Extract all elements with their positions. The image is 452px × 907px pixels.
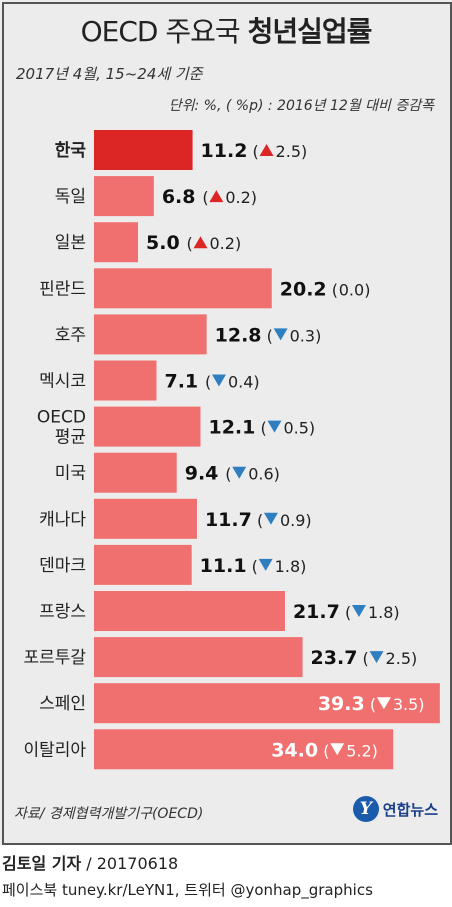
change-paren-open: ( [257, 511, 263, 530]
category-label: 스페인 [39, 694, 86, 714]
category-label: 한국 [55, 141, 87, 161]
category-label: 독일 [55, 187, 86, 207]
value-label: 7.1 [164, 371, 198, 393]
change-label: 0.2) [225, 188, 257, 207]
category-label: 호주 [55, 325, 86, 345]
value-label: 11.2 [201, 140, 248, 162]
publish-date: / 20170618 [81, 854, 179, 873]
down-arrow-icon [273, 328, 288, 341]
change-paren-open: ( [267, 326, 273, 345]
down-arrow-icon [267, 420, 282, 433]
title-light: OECD 주요국 [80, 15, 248, 48]
bar [94, 544, 192, 585]
bar [94, 729, 394, 770]
value-label: 12.1 [208, 417, 255, 439]
value-label: 12.8 [215, 324, 262, 346]
up-arrow-icon [193, 236, 208, 249]
category-label: OECD 평균 [37, 408, 86, 448]
change-paren-open: ( [345, 603, 351, 622]
bar [94, 176, 154, 217]
title-bold: 청년실업률 [247, 15, 373, 48]
change-label: 5.2) [346, 741, 378, 760]
up-arrow-icon [259, 144, 274, 156]
bar [94, 360, 157, 401]
category-label: 미국 [55, 464, 86, 484]
change-label: 1.8) [368, 603, 400, 622]
change-paren-open: ( [363, 649, 369, 668]
down-arrow-icon [232, 466, 247, 479]
category-label: 덴마크 [39, 556, 86, 576]
down-arrow-icon [369, 651, 384, 664]
yonhap-logo-text: 연합뉴스 [382, 800, 438, 819]
value-label: 20.2 [280, 278, 327, 300]
yonhap-logo: Y 연합뉴스 [352, 796, 438, 822]
bar [94, 130, 193, 170]
change-paren-open: ( [260, 419, 266, 438]
value-label: 34.0 [271, 739, 318, 761]
bar [94, 268, 272, 309]
change-label: 1.8) [275, 557, 307, 576]
down-arrow-icon [376, 697, 391, 710]
value-label: 6.8 [162, 186, 196, 208]
value-label: 9.4 [185, 463, 219, 485]
bar [94, 406, 201, 447]
category-label: 일본 [55, 233, 86, 253]
change-paren-open: ( [332, 280, 338, 299]
down-arrow-icon [330, 743, 345, 756]
change-paren-open: ( [225, 465, 231, 484]
category-label: 핀란드 [39, 279, 86, 299]
category-label: 멕시코 [39, 372, 86, 392]
bar [94, 683, 440, 724]
unit-note: 단위: %, ( %p) : 2016년 12월 대비 증감폭 [168, 98, 434, 114]
up-arrow-icon [209, 190, 224, 203]
change-label: 0.3) [290, 326, 322, 345]
category-label: 캐나다 [39, 510, 86, 530]
category-label: 이탈리아 [23, 740, 86, 760]
change-label: 0.9) [280, 511, 312, 530]
down-arrow-icon [263, 512, 278, 525]
change-paren-open: ( [187, 234, 193, 253]
bar [94, 452, 177, 493]
down-arrow-icon [211, 374, 226, 387]
bar [94, 637, 303, 678]
down-arrow-icon [351, 605, 366, 617]
chart-title: OECD 주요국 청년실업률 [0, 10, 452, 50]
change-paren-open: ( [323, 741, 329, 760]
bar [94, 591, 285, 631]
reporter-name: 김토일 기자 [2, 854, 82, 873]
value-label: 21.7 [293, 601, 340, 623]
change-label: 2.5) [386, 649, 418, 668]
bar [94, 314, 207, 355]
chart-subtitle: 2017년 4월, 15~24세 기준 [16, 65, 203, 83]
bar-chart: 한국 11.2 (2.5) 독일 6.8 (0.2) 일본 5.0 (0.2) 핀란드 20.2 (0… [23, 130, 440, 770]
down-arrow-icon [258, 558, 273, 571]
change-label: 0.4) [228, 373, 260, 392]
source-note: 자료/ 경제협력개발기구(OECD) [14, 806, 204, 822]
yonhap-logo-icon: Y [352, 796, 379, 822]
change-label: 0.5) [283, 419, 315, 438]
value-label: 39.3 [318, 693, 365, 715]
value-label: 23.7 [311, 647, 358, 669]
change-label: 0.6) [248, 465, 280, 484]
value-label: 5.0 [146, 232, 180, 254]
credit-line: 김토일 기자 / 20170618 [2, 850, 178, 874]
change-paren-open: ( [370, 695, 376, 714]
value-label: 11.1 [200, 555, 247, 577]
bar [94, 498, 197, 539]
bar [94, 222, 138, 263]
change-paren-open: ( [202, 188, 208, 207]
category-label: 프랑스 [39, 602, 86, 622]
value-label: 11.7 [205, 509, 252, 531]
change-paren-open: ( [205, 373, 211, 392]
social-links: 페이스북 tuney.kr/LeYN1, 트위터 @yonhap_graphic… [2, 881, 373, 899]
change-paren-open: ( [252, 557, 258, 576]
change-paren-open: ( [253, 142, 259, 161]
change-label: 0.0) [339, 280, 371, 299]
change-label: 3.5) [393, 695, 425, 714]
category-label: 포르투갈 [23, 648, 86, 668]
change-label: 0.2) [210, 234, 242, 253]
change-label: 2.5) [276, 142, 308, 161]
